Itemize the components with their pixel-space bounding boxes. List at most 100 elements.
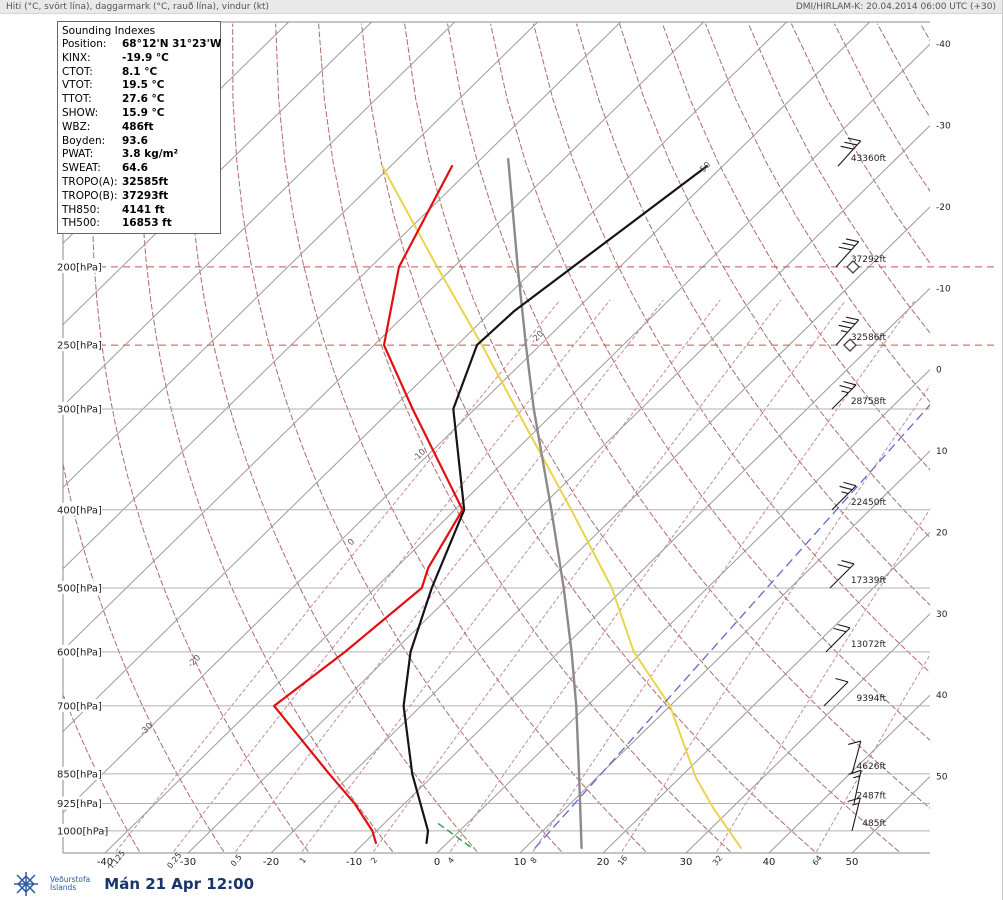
svg-text:4: 4 <box>446 856 456 866</box>
tropopause-markers <box>843 260 860 353</box>
index-label: WBZ: <box>62 120 91 133</box>
index-row: SHOW: 15.9 °C <box>62 107 216 121</box>
pressure-lines <box>63 266 997 832</box>
temperature-black <box>402 165 708 845</box>
index-label: KINX: <box>62 51 91 64</box>
svg-text:850[hPa]: 850[hPa] <box>57 769 102 780</box>
svg-text:32586ft: 32586ft <box>851 333 887 343</box>
svg-text:-10: -10 <box>936 284 951 294</box>
svg-text:2: 2 <box>369 856 379 866</box>
footer-bar: Veðurstofa Íslands Mán 21 Apr 12:00 <box>0 868 1002 900</box>
svg-text:50: 50 <box>936 773 948 783</box>
svg-text:30: 30 <box>936 610 948 620</box>
index-value: 486ft <box>122 120 154 133</box>
index-value: 37293ft <box>122 189 169 202</box>
org-name-line2: Íslands <box>50 883 77 892</box>
valid-datetime: Mán 21 Apr 12:00 <box>104 875 255 893</box>
index-row: TH850: 4141 ft <box>62 204 216 218</box>
svg-text:-20: -20 <box>186 653 203 670</box>
index-row: VTOT: 19.5 °C <box>62 79 216 93</box>
index-row: Position: 68°12'N 31°23'W <box>62 38 221 52</box>
index-row: WBZ: 486ft <box>62 121 216 135</box>
svg-text:30: 30 <box>680 857 693 868</box>
index-row: TROPO(B): 37293ft <box>62 190 216 204</box>
index-label: Boyden: <box>62 134 106 147</box>
index-label: TROPO(A): <box>62 175 118 188</box>
index-value: 4141 ft <box>122 203 165 216</box>
index-value: 93.6 <box>122 134 148 147</box>
svg-text:20: 20 <box>597 857 610 868</box>
svg-text:0: 0 <box>936 366 942 376</box>
index-value: 19.5 °C <box>122 79 165 92</box>
svg-text:700[hPa]: 700[hPa] <box>57 701 102 712</box>
svg-text:1000[hPa]: 1000[hPa] <box>57 826 108 837</box>
indexes-rows: Position: 68°12'N 31°23'W KINX: -19.9 °C CTO… <box>62 38 221 231</box>
height-labels: 43360ft 37292ft 32586ft 28758ft 22450ft 17339… <box>851 154 887 829</box>
index-row: TH500: 16853 ft <box>62 217 216 231</box>
index-label: TROPO(B): <box>62 189 118 202</box>
svg-text:2487ft: 2487ft <box>857 792 887 802</box>
top-info-bar: Hiti (°C, svört lína), daggarmark (°C, r… <box>0 0 1002 14</box>
index-value: 32585ft <box>122 175 169 188</box>
svg-text:32: 32 <box>711 854 724 868</box>
pressure-labels: 200[hPa] 250[hPa] 300[hPa] 400[hPa] 500[hPa]… <box>55 259 108 837</box>
svg-text:10: 10 <box>514 857 527 868</box>
svg-text:64: 64 <box>811 854 824 868</box>
index-label: TH850: <box>62 203 100 216</box>
svg-text:-20: -20 <box>263 857 279 868</box>
svg-text:925[hPa]: 925[hPa] <box>57 799 102 810</box>
index-value: 68°12'N 31°23'W <box>122 38 222 50</box>
sounding-profiles <box>273 157 930 850</box>
dewpoint-red <box>273 165 464 845</box>
svg-text:9394ft: 9394ft <box>857 694 887 704</box>
svg-text:-20: -20 <box>529 329 546 346</box>
svg-text:4626ft: 4626ft <box>857 762 887 772</box>
index-label: SHOW: <box>62 106 99 119</box>
right-temp-scale: -40 -30 -20 -10 0 10 20 30 40 50 <box>936 40 951 782</box>
svg-text:-30: -30 <box>180 857 196 868</box>
svg-text:28758ft: 28758ft <box>851 397 887 407</box>
svg-text:43360ft: 43360ft <box>851 154 887 164</box>
skewt-diagram: -20 -10 0 -20 -30 -50 200[hPa] 250[hPa] 300[hPa]… <box>55 21 997 868</box>
svg-text:40: 40 <box>763 857 776 868</box>
index-value: 8.1 °C <box>122 65 158 78</box>
svg-text:-20: -20 <box>936 203 951 213</box>
svg-text:8: 8 <box>529 856 539 866</box>
svg-text:10: 10 <box>936 447 948 457</box>
wind-barbs <box>823 137 862 832</box>
svg-text:13072ft: 13072ft <box>851 640 887 650</box>
index-value: 64.6 <box>122 162 148 175</box>
blue-dashed-line <box>534 403 930 849</box>
svg-text:40: 40 <box>936 691 948 701</box>
mixing-ratio-labels: 0.125 0.25 0.5 1 2 4 8 16 32 64 <box>106 849 824 868</box>
green-dashed-segment <box>437 823 474 850</box>
svg-text:16: 16 <box>616 854 629 868</box>
svg-text:17339ft: 17339ft <box>851 576 887 586</box>
index-label: Position: <box>62 38 107 50</box>
indexes-title: Sounding Indexes <box>62 25 156 37</box>
index-label: TH500: <box>62 217 100 230</box>
svg-text:-30: -30 <box>936 122 951 132</box>
index-row: PWAT: 3.8 kg/m² <box>62 148 216 162</box>
svg-text:200[hPa]: 200[hPa] <box>57 262 102 273</box>
org-name-line1: Veðurstofa <box>50 874 91 884</box>
svg-text:300[hPa]: 300[hPa] <box>57 405 102 416</box>
legend-text: Hiti (°C, svört lína), daggarmark (°C, r… <box>6 1 270 12</box>
svg-text:-40: -40 <box>97 857 113 868</box>
svg-text:-10: -10 <box>346 857 362 868</box>
index-value: 27.6 °C <box>122 93 165 106</box>
svg-text:500[hPa]: 500[hPa] <box>57 583 102 594</box>
svg-text:-50: -50 <box>696 160 713 177</box>
index-value: 3.8 kg/m² <box>122 148 179 161</box>
svg-text:0: 0 <box>434 857 440 868</box>
org-name: Veðurstofa Íslands <box>50 874 91 893</box>
index-value: 16853 ft <box>122 217 172 230</box>
svg-text:37292ft: 37292ft <box>851 255 887 265</box>
index-row: SWEAT: 64.6 <box>62 162 216 176</box>
index-label: VTOT: <box>62 79 93 92</box>
index-label: TTOT: <box>62 93 92 106</box>
svg-text:250[hPa]: 250[hPa] <box>57 341 102 352</box>
vedurstofa-logo-icon <box>14 872 38 896</box>
svg-text:0: 0 <box>346 537 357 548</box>
